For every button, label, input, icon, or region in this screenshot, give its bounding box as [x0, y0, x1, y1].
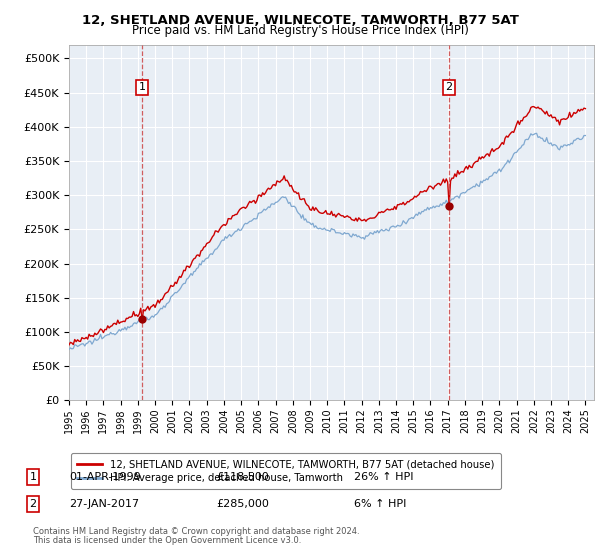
Text: 2: 2 — [445, 82, 452, 92]
Text: 6% ↑ HPI: 6% ↑ HPI — [354, 499, 406, 509]
Text: 27-JAN-2017: 27-JAN-2017 — [69, 499, 139, 509]
Text: 1: 1 — [29, 472, 37, 482]
Text: 01-APR-1999: 01-APR-1999 — [69, 472, 141, 482]
Text: 1: 1 — [139, 82, 146, 92]
Text: £285,000: £285,000 — [216, 499, 269, 509]
Text: 26% ↑ HPI: 26% ↑ HPI — [354, 472, 413, 482]
Legend: 12, SHETLAND AVENUE, WILNECOTE, TAMWORTH, B77 5AT (detached house), HPI: Average: 12, SHETLAND AVENUE, WILNECOTE, TAMWORTH… — [71, 454, 501, 489]
Text: Price paid vs. HM Land Registry's House Price Index (HPI): Price paid vs. HM Land Registry's House … — [131, 24, 469, 36]
Text: Contains HM Land Registry data © Crown copyright and database right 2024.: Contains HM Land Registry data © Crown c… — [33, 528, 359, 536]
Text: £118,500: £118,500 — [216, 472, 269, 482]
Text: This data is licensed under the Open Government Licence v3.0.: This data is licensed under the Open Gov… — [33, 536, 301, 545]
Text: 2: 2 — [29, 499, 37, 509]
Text: 12, SHETLAND AVENUE, WILNECOTE, TAMWORTH, B77 5AT: 12, SHETLAND AVENUE, WILNECOTE, TAMWORTH… — [82, 14, 518, 27]
